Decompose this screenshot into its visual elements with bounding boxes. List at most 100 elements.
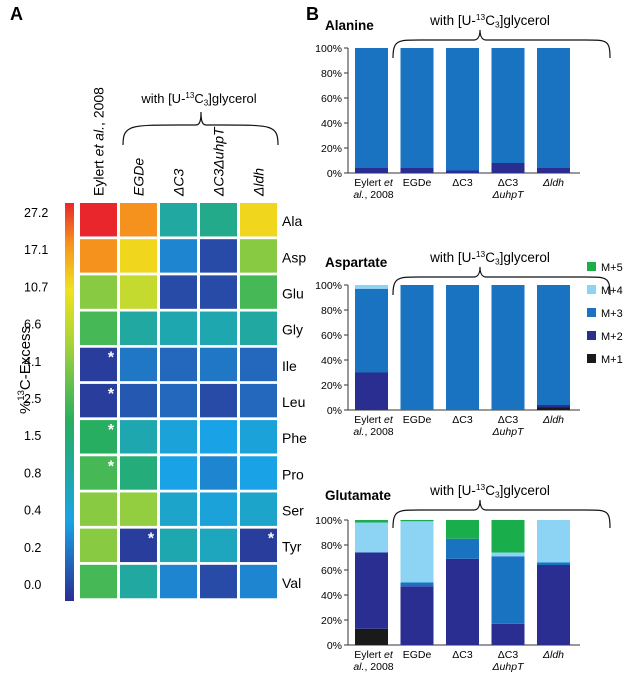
bar-panel-aspartate-xlabel-c3: ΔC3 [452, 414, 473, 426]
heatmap-cell-pro-egde [120, 456, 157, 490]
xlabel-part: Δldh [542, 177, 564, 189]
bar-panel-aspartate: Aspartate with [U-13C3]glycerol 0% 20% 40% 60… [315, 249, 611, 438]
xlabel-part: al. [353, 426, 364, 438]
heatmap-cell-asp-c3-uhpt [200, 239, 237, 273]
bar-panel-alanine-bracket-label: with [U-13C3]glycerol [429, 12, 550, 30]
bar-panel-alanine-bar-egde-m-2 [400, 168, 434, 173]
bar-panel-alanine-xlabel-egde: EGDe [403, 177, 432, 189]
colorbar-tick-1-5: 1.5 [24, 429, 41, 443]
bar-panel-glutamate-bar-c3-m-5 [446, 520, 479, 539]
heatmap-cell-phe-c3-uhpt [200, 420, 237, 454]
legend-swatch-m-4 [587, 285, 596, 294]
legend-label-m-2: M+2 [601, 331, 623, 343]
bar-panel-aspartate-xlabel-c3-uhpt: ΔC3 [498, 414, 519, 426]
bar-panel-glutamate-bracket-label: with [U-13C3]glycerol [429, 482, 550, 500]
panel-label-b: B [306, 4, 319, 24]
heatmap-bracket [122, 111, 279, 146]
xlabel-part: EGDe [403, 649, 432, 661]
heatmap-cell-val-eylert-et-al-2008 [80, 564, 117, 599]
row-label-val: Val [282, 575, 301, 591]
bar-panel-glutamate-bar-egde-m-2 [400, 586, 434, 645]
bar-panel-glutamate-bracket-label-sup: 13 [476, 482, 486, 492]
colorbar-tick-10-7: 10.7 [24, 280, 48, 294]
bar-panel-glutamate-xlabel-ldh: Δldh [542, 649, 564, 661]
bar-panel-glutamate-ytick-60: 60% [321, 565, 342, 577]
bar-panel-aspartate-bar-c3-uhpt-m-3 [491, 285, 525, 410]
heatmap-cell-glu-ldh [240, 275, 277, 309]
heatmap-cell-val-c3 [160, 564, 197, 599]
xlabel-part: , 2008 [364, 189, 393, 201]
bar-panel-alanine-ytick-100: 100% [315, 43, 342, 55]
bar-panel-glutamate-bar-egde-m-4 [400, 521, 434, 583]
bar-panel-alanine-ytick-80: 80% [321, 68, 342, 80]
heatmap-cell-ile-c3-uhpt [200, 347, 237, 382]
bar-panel-alanine-ytick-0: 0% [327, 168, 342, 180]
bar-panel-aspartate-ytick-60: 60% [321, 330, 342, 342]
bar-panel-alanine-ytick-40: 40% [321, 118, 342, 130]
xlabel-part: et [384, 414, 394, 426]
xlabel-part: al. [353, 661, 364, 673]
heatmap-cell-gly-c3-uhpt [200, 311, 237, 345]
asterisk-tyr-ldh: * [268, 531, 275, 548]
row-label-leu: Leu [282, 394, 305, 410]
bar-panel-alanine-bracket [392, 29, 611, 59]
legend-label-m-1: M+1 [601, 354, 623, 366]
bar-panel-alanine-bar-ldh-m-3 [537, 48, 570, 168]
heatmap-bracket-label-sup: 13 [185, 91, 194, 100]
column-label-part: uhpT [211, 126, 227, 159]
legend-swatch-m-1 [587, 354, 596, 363]
heatmap-bracket-label-part: C [194, 91, 203, 106]
bar-panel-aspartate-bar-c3-m-3 [446, 285, 479, 410]
heatmap-cell-ile-egde [120, 347, 157, 382]
bar-panel-alanine-xlabel-eylert-et-al-2008-line2: al., 2008 [353, 189, 393, 201]
asterisk-phe-eylert-et-al-2008: * [108, 422, 115, 439]
heatmap-panel: 27.217.110.76.64.12.51.50.80.40.20.0%13C… [16, 87, 307, 601]
heatmap-cell-tyr-egde [120, 528, 157, 563]
bar-panel-glutamate-xlabel-eylert-et-al-2008-line2: al., 2008 [353, 661, 393, 673]
heatmap-cell-tyr-ldh [240, 528, 277, 563]
heatmap-cell-phe-egde [120, 420, 157, 454]
colorbar-label-part: C-Excess [17, 326, 34, 390]
heatmap-cell-ala-eylert-et-al-2008 [80, 203, 117, 237]
heatmap-cell-val-ldh [240, 564, 277, 599]
bar-panel-alanine-bracket-label-part: ]glycerol [500, 13, 550, 28]
heatmap-cell-phe-ldh [240, 420, 277, 454]
heatmap-cell-leu-c3 [160, 383, 197, 418]
heatmap-cell-val-c3-uhpt [200, 564, 237, 599]
colorbar-tick-0-2: 0.2 [24, 541, 41, 555]
bar-panel-alanine-bar-c3-m-2 [446, 170, 479, 173]
colorbar-tick-0-4: 0.4 [24, 504, 41, 518]
bar-panel-glutamate-ytick-20: 20% [321, 615, 342, 627]
bar-panel-glutamate-bar-eylert-et-al-2008-m-2 [355, 552, 388, 629]
bar-panel-alanine-bar-c3-uhpt-m-2 [491, 163, 525, 173]
bar-panel-glutamate-bar-c3-uhpt-m-2 [491, 623, 525, 645]
bar-panel-glutamate-bar-eylert-et-al-2008-m-4 [355, 522, 388, 553]
bar-panel-alanine-bar-ldh-m-2 [537, 168, 570, 173]
column-label-ldh: Δldh [251, 168, 267, 197]
heatmap-cell-leu-egde [120, 383, 157, 418]
row-label-ile: Ile [282, 358, 297, 374]
colorbar-label-part: % [17, 401, 34, 414]
bar-panel-glutamate-bar-eylert-et-al-2008-m-5 [355, 520, 388, 523]
bar-panel-alanine-title: Alanine [325, 18, 374, 33]
bar-panel-alanine-bar-c3-m-3 [446, 48, 479, 171]
bar-panel-glutamate-xlabel-c3-uhpt-line2: ΔuhpT [492, 661, 526, 673]
column-label-part: ldh [251, 168, 267, 187]
legend-label-m-4: M+4 [601, 285, 623, 297]
bar-panel-glutamate-title: Glutamate [325, 488, 392, 503]
heatmap-cell-val-egde [120, 564, 157, 599]
bar-panel-aspartate-bar-ldh-m-1 [537, 407, 570, 410]
heatmap-cell-glu-egde [120, 275, 157, 309]
heatmap-cell-asp-c3 [160, 239, 197, 273]
bar-panel-alanine-xlabel-c3-uhpt: ΔC3 [498, 177, 519, 189]
bar-panel-glutamate-bar-ldh-m-3 [537, 562, 570, 565]
colorbar [65, 203, 74, 601]
heatmap-cell-tyr-c3 [160, 528, 197, 563]
bar-panel-alanine-bar-c3-uhpt-m-3 [491, 48, 525, 163]
legend: M+5 M+4 M+3 M+2 M+1 [587, 262, 623, 366]
xlabel-part: , 2008 [364, 661, 393, 673]
row-label-tyr: Tyr [282, 539, 302, 555]
bar-panel-glutamate-bar-ldh-m-4 [537, 520, 570, 563]
heatmap-cell-pro-c3-uhpt [200, 456, 237, 490]
